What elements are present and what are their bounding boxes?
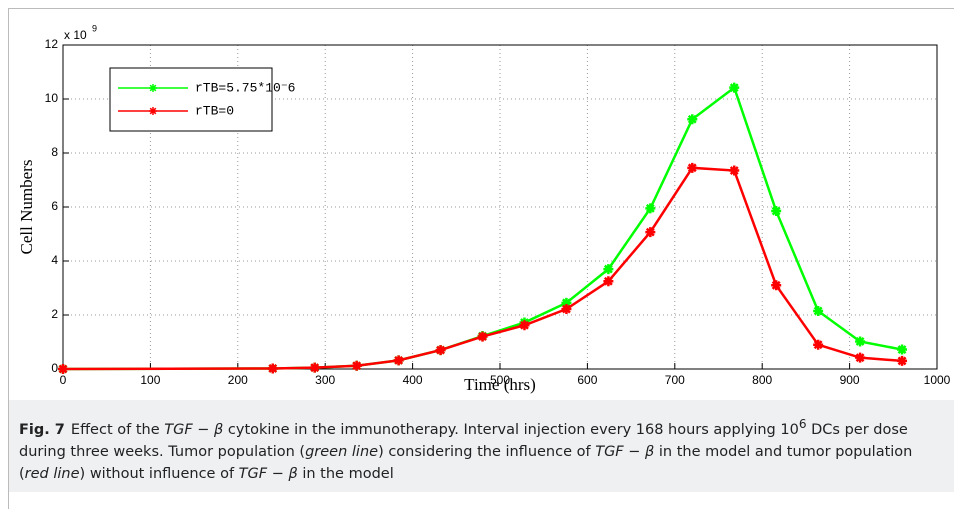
- y-tick-label: 10: [45, 91, 59, 105]
- caption-text: ) considering the influence of: [378, 443, 596, 460]
- point-marker: [813, 305, 824, 316]
- x-tick-label: 400: [403, 373, 423, 387]
- caption-text: cytokine in the immunotherapy. Interval …: [223, 421, 799, 438]
- caption-text: DCs per dose during three weeks. Tumor p…: [19, 421, 908, 460]
- x-tick-label: 600: [577, 373, 597, 387]
- caption-text: 6: [798, 417, 807, 431]
- point-marker: [771, 206, 782, 217]
- point-marker: [58, 364, 68, 374]
- y-tick-label: 6: [51, 199, 58, 213]
- caption-label: Fig. 7: [19, 421, 65, 438]
- point-marker: [393, 355, 404, 366]
- point-marker: [267, 363, 278, 374]
- caption-text: TGF − β: [164, 421, 224, 438]
- x-axis-label: Time (hrs): [464, 375, 536, 394]
- legend-marker: [149, 107, 157, 115]
- caption-text: red line: [24, 465, 80, 482]
- x-tick-label: 500: [490, 373, 510, 387]
- point-marker: [729, 165, 740, 176]
- caption-text: in the model: [297, 465, 394, 482]
- x-tick-label: 300: [315, 373, 335, 387]
- point-marker: [519, 320, 530, 331]
- x-tick-label: 100: [140, 373, 160, 387]
- caption-text: Effect of the: [70, 421, 165, 438]
- caption-text: green line: [305, 443, 379, 460]
- point-marker: [645, 227, 656, 238]
- caption-text: TGF − β: [595, 443, 655, 460]
- y-scale-exponent: 9: [92, 23, 97, 33]
- point-marker: [855, 352, 866, 363]
- caption-text: in the model and tumor population (: [19, 443, 913, 482]
- y-axis-label: Cell Numbers: [17, 160, 36, 255]
- point-marker: [645, 203, 656, 214]
- y-tick-label: 2: [51, 307, 58, 321]
- point-marker: [603, 264, 614, 275]
- point-marker: [687, 114, 698, 125]
- legend-label: rTB=0: [195, 103, 234, 118]
- y-tick-label: 12: [45, 37, 59, 51]
- point-marker: [813, 339, 824, 350]
- point-marker: [435, 345, 446, 356]
- y-scale-text: x 10: [64, 28, 87, 42]
- point-marker: [561, 297, 572, 308]
- x-tick-label: 800: [752, 373, 772, 387]
- point-marker: [603, 276, 614, 287]
- point-marker: [309, 362, 320, 373]
- point-marker: [687, 162, 698, 173]
- x-tick-label: 1000: [924, 373, 951, 387]
- legend-marker: [149, 84, 157, 92]
- caption-text: TGF − β: [238, 465, 298, 482]
- point-marker: [351, 360, 362, 371]
- point-marker: [561, 304, 572, 315]
- x-tick-label: 200: [228, 373, 248, 387]
- caption-text: ) without influence of: [79, 465, 239, 482]
- x-tick-label: 0: [60, 373, 67, 387]
- x-tick-label: 900: [840, 373, 860, 387]
- chart: Time (hrs) Cell Numbers x 10 9 0 100 200 30…: [17, 23, 951, 394]
- figure-frame: [8, 8, 954, 509]
- y-tick-label: 4: [51, 253, 58, 267]
- legend-label: rTB=5.75*10⁻6: [195, 80, 295, 95]
- point-marker: [771, 280, 782, 291]
- point-marker: [477, 331, 488, 342]
- x-tick-label: 700: [665, 373, 685, 387]
- caption: Fig. 7 Effect of the TGF − β cytokine in …: [9, 400, 954, 492]
- point-marker: [897, 355, 908, 366]
- y-tick-label: 8: [51, 145, 58, 159]
- point-marker: [729, 82, 740, 93]
- point-marker: [855, 336, 866, 347]
- axes-box: [62, 44, 938, 370]
- legend-box: [109, 67, 273, 132]
- point-marker: [897, 344, 908, 355]
- y-tick-label: 0: [51, 361, 58, 375]
